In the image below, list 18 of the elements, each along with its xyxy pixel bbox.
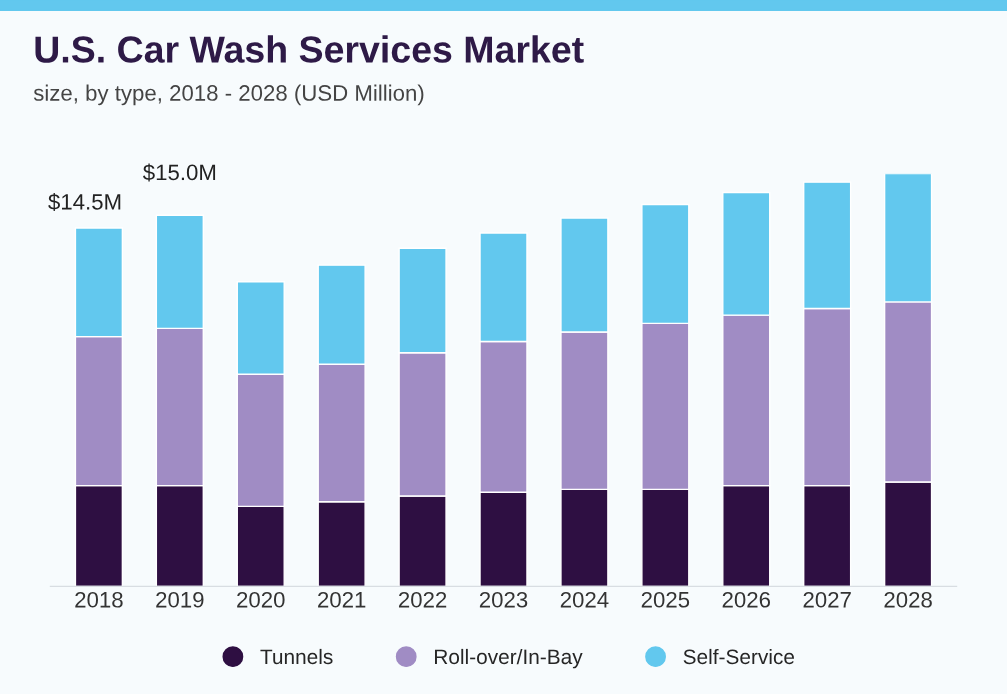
annotation: $15.0M xyxy=(143,163,216,182)
x-tick-label: 2028 xyxy=(884,591,932,608)
x-tick-label: 2022 xyxy=(398,591,447,608)
legend-label: Self-Service xyxy=(683,648,795,665)
x-tick-label: 2021 xyxy=(318,591,366,608)
x-tick-label: 2018 xyxy=(75,591,123,608)
legend-label: Roll-over/In-Bay xyxy=(435,648,583,669)
x-tick-label: 2024 xyxy=(560,591,609,608)
x-tick-label: 2019 xyxy=(156,591,204,608)
x-tick-label: 2023 xyxy=(479,591,528,608)
x-tick-label: 2020 xyxy=(237,591,285,608)
annotation: $14.5M xyxy=(48,193,121,212)
x-tick-label: 2027 xyxy=(803,591,851,608)
x-tick-label: 2026 xyxy=(722,591,770,608)
chart-subtitle: size, by type, 2018 - 2028 (USD Million) xyxy=(33,84,424,106)
x-tick-label: 2025 xyxy=(641,591,690,608)
chart-title: U.S. Car Wash Services Market xyxy=(35,35,584,63)
legend-label: Tunnels xyxy=(260,648,333,665)
